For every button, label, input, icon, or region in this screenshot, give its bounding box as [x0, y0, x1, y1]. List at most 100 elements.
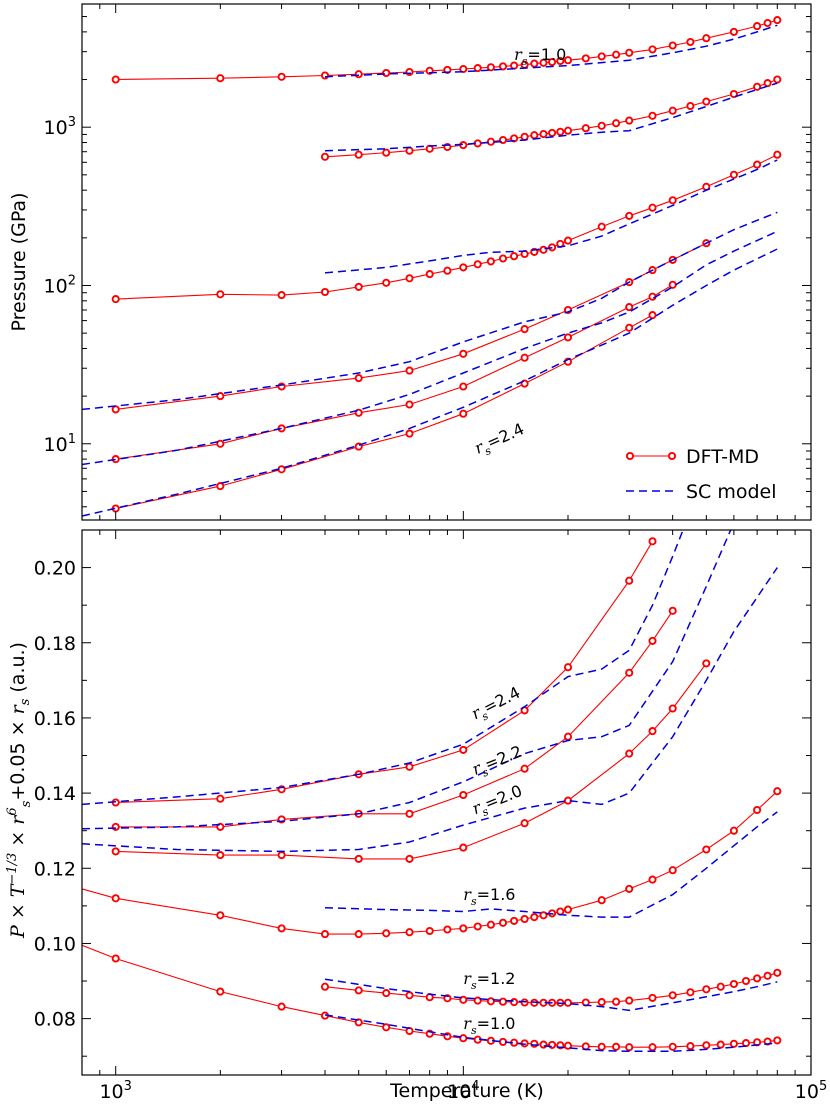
dft-md-point — [597, 896, 606, 905]
dft-md-point — [597, 121, 606, 130]
dft-md-point — [459, 745, 468, 754]
legend-dft-md-marker — [667, 451, 677, 461]
dft-md-point — [498, 997, 508, 1006]
dft-md-point — [753, 82, 762, 91]
dft-md-point — [563, 56, 573, 65]
pressure-panel: 101 102 103 rs=1.0 rs=2.4 — [44, 3, 812, 521]
dft-md-point — [486, 997, 495, 1006]
rs-annotation: rs=2.2 — [469, 742, 526, 783]
legend-label: DFT-MD — [686, 446, 759, 468]
dft-md-point — [498, 918, 508, 927]
dft-md-point — [563, 333, 573, 342]
y-tick-label: 101 — [44, 432, 76, 456]
sc-model-series-line — [82, 567, 778, 853]
dft-md-point — [668, 704, 677, 713]
dft-md-point — [520, 998, 529, 1007]
dft-md-point — [648, 727, 657, 736]
dft-md-point — [563, 236, 573, 245]
rs-annotation: rs=1.0 — [514, 45, 566, 68]
dft-md-series-line — [115, 314, 653, 510]
dft-md-point — [625, 48, 634, 57]
dft-md-point — [530, 59, 539, 68]
dft-md-point — [648, 636, 657, 645]
dft-md-point — [686, 37, 695, 47]
dft-md-point — [612, 119, 621, 128]
dft-md-point — [277, 1002, 286, 1011]
x-tick-label: 105 — [795, 1079, 827, 1103]
dft-md-point — [530, 1039, 539, 1048]
x-tick-label: 104 — [447, 1079, 479, 1103]
dft-md-point — [648, 203, 657, 212]
dft-md-point — [741, 976, 751, 986]
dft-md-point — [459, 409, 468, 418]
dft-md-point — [216, 290, 225, 299]
dft-md-point — [763, 971, 772, 980]
dft-md-series-line — [115, 541, 653, 804]
y-axis-label-scaled: P × T−1/3 × r6s+0.05 × rs (a.u.) — [5, 642, 34, 939]
dft-md-point — [520, 353, 529, 362]
y-tick-label: 0.16 — [34, 708, 76, 730]
dft-md-point — [668, 1042, 677, 1051]
dft-md-point — [668, 196, 677, 205]
dft-md-point — [520, 325, 529, 334]
dft-md-point — [216, 987, 225, 996]
plot-frame — [81, 3, 812, 521]
dft-md-point — [510, 134, 519, 143]
dft-md-point — [556, 56, 565, 66]
dft-md-point — [625, 996, 634, 1005]
dft-md-point — [382, 1023, 391, 1032]
sc-model-series-line — [82, 530, 684, 806]
dft-md-point — [459, 924, 468, 933]
dft-md-series-line — [115, 242, 707, 410]
dft-md-point — [111, 455, 120, 464]
dft-md-point — [354, 986, 363, 995]
dft-md-point — [216, 482, 225, 491]
dft-md-point — [753, 160, 762, 169]
dft-md-point — [405, 366, 414, 375]
dft-md-point — [354, 374, 363, 383]
dft-md-point — [320, 152, 330, 161]
dft-md-point — [753, 22, 762, 31]
dft-md-point — [382, 929, 391, 938]
dft-md-point — [563, 663, 573, 672]
dft-md-point — [111, 954, 120, 963]
dft-md-point — [520, 764, 529, 773]
dft-md-point — [668, 866, 677, 875]
dft-md-point — [405, 400, 414, 409]
dft-md-series-line — [115, 663, 707, 860]
sc-model-series-line — [324, 159, 778, 274]
dft-md-point — [773, 787, 782, 796]
dft-md-point — [473, 922, 482, 931]
dft-md-series-line — [115, 284, 673, 460]
dft-md-point — [459, 349, 468, 358]
dft-md-point — [581, 124, 590, 133]
dft-md-point — [498, 254, 508, 263]
dft-md-point — [459, 995, 468, 1004]
dft-md-point — [625, 323, 634, 332]
dft-md-point — [354, 282, 363, 291]
dft-md-point — [530, 131, 539, 140]
sc-model-series-line — [324, 24, 778, 78]
dft-md-point — [473, 260, 482, 269]
dft-md-point — [753, 805, 762, 815]
dft-md-point — [773, 968, 782, 977]
dft-md-point — [486, 257, 495, 266]
dft-md-point — [729, 89, 738, 99]
dft-md-point — [405, 274, 414, 283]
sc-model-series-line — [324, 978, 778, 1012]
sc-model-series-line — [324, 82, 778, 152]
dft-md-point — [320, 930, 330, 939]
dft-md-point — [668, 606, 677, 615]
dft-md-point — [686, 1042, 695, 1051]
dft-md-point — [773, 1036, 782, 1045]
dft-md-point — [625, 749, 634, 758]
dft-md-point — [648, 993, 657, 1002]
dft-md-point — [702, 97, 711, 106]
dft-md-point — [668, 41, 677, 50]
dft-md-point — [425, 926, 434, 936]
dft-md-point — [530, 913, 539, 922]
dft-md-point — [382, 989, 391, 998]
dft-md-point — [459, 1034, 468, 1043]
dft-md-point — [625, 1043, 634, 1052]
